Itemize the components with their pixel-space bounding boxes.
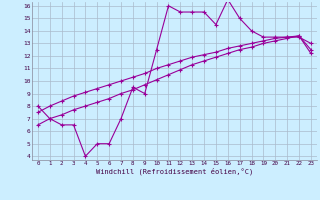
X-axis label: Windchill (Refroidissement éolien,°C): Windchill (Refroidissement éolien,°C) — [96, 168, 253, 175]
